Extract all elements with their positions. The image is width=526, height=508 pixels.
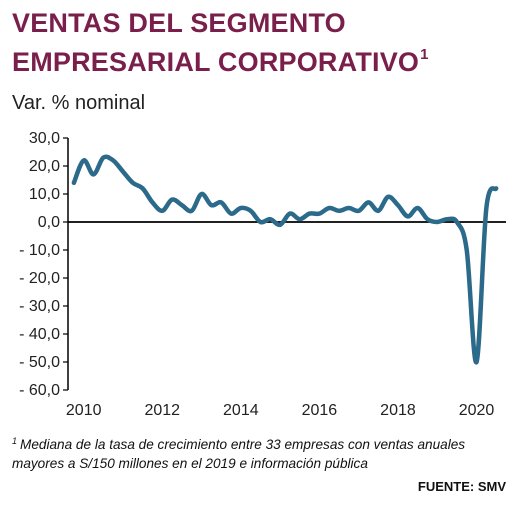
y-tick-label: 30,0	[29, 130, 60, 147]
y-tick-label: - 50,0	[19, 354, 60, 371]
x-tick-label: 2020	[459, 402, 495, 419]
y-tick-label: - 40,0	[19, 326, 60, 343]
y-axis-unit-label: Var. % nominal	[12, 92, 146, 114]
footnote: 1 Mediana de la tasa de crecimiento entre…	[12, 432, 520, 473]
y-tick-label: - 60,0	[19, 382, 60, 399]
x-tick-label: 2014	[223, 402, 259, 419]
title-line-1: VENTAS DEL SEGMENTO	[12, 8, 346, 38]
y-tick-label: - 10,0	[19, 242, 60, 259]
y-tick-label: - 20,0	[19, 270, 60, 287]
title-superscript: 1	[420, 46, 429, 63]
x-tick-label: 2018	[380, 402, 416, 419]
y-tick-label: - 30,0	[19, 298, 60, 315]
footnote-text: Mediana de la tasa de crecimiento entre …	[12, 437, 466, 471]
source-label: FUENTE: SMV	[417, 479, 506, 494]
y-tick-label: 20,0	[29, 158, 60, 175]
title-line-2: EMPRESARIAL CORPORATIVO1	[12, 39, 512, 78]
chart-title: VENTAS DEL SEGMENTO EMPRESARIAL CORPORAT…	[12, 8, 512, 78]
series-line	[71, 154, 499, 365]
footnote-marker: 1	[12, 436, 18, 446]
title-line-2-text: EMPRESARIAL CORPORATIVO	[12, 47, 420, 77]
x-tick-label: 2010	[66, 402, 102, 419]
x-tick-label: 2012	[144, 402, 180, 419]
y-tick-label: 0,0	[38, 214, 60, 231]
y-tick-label: 10,0	[29, 186, 60, 203]
x-tick-label: 2016	[302, 402, 338, 419]
line-chart: 30,0 20,0 10,0 0,0 - 10,0 - 20,0 - 30,0 - 40,0 -…	[19, 130, 506, 419]
